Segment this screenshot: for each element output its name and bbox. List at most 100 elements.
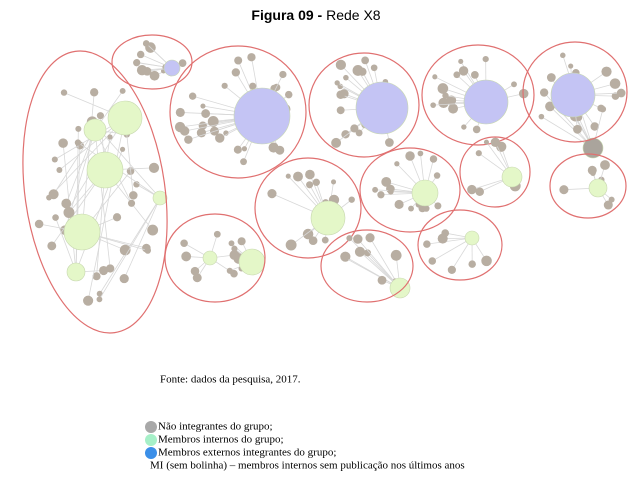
node [483, 139, 489, 145]
cluster-outline [254, 157, 362, 259]
node [74, 139, 82, 146]
hub-node [389, 277, 411, 299]
node [285, 239, 297, 251]
node [181, 251, 192, 262]
node [200, 103, 206, 109]
node [600, 160, 610, 170]
node [96, 290, 103, 297]
cluster-outline [111, 34, 193, 90]
node [180, 126, 190, 136]
cluster-outline [421, 44, 535, 146]
node [405, 151, 415, 161]
legend-text: Membros externos integrantes do grupo; [158, 447, 336, 459]
node [590, 122, 599, 131]
node [423, 240, 431, 248]
hub-node [588, 178, 608, 198]
node [434, 202, 442, 210]
node [99, 265, 109, 276]
node [302, 228, 314, 240]
hub-node [152, 190, 168, 206]
node [58, 138, 68, 148]
node [350, 124, 359, 133]
node [458, 66, 469, 76]
node [354, 246, 366, 257]
node [308, 236, 318, 246]
node [233, 145, 242, 154]
node [249, 82, 257, 90]
node [237, 237, 246, 246]
node [175, 107, 185, 117]
node [335, 59, 346, 71]
node [192, 273, 202, 283]
node [213, 230, 221, 238]
hub-node [411, 179, 439, 207]
node [321, 236, 329, 244]
node [387, 188, 394, 195]
node [63, 207, 75, 218]
node [438, 97, 449, 109]
edge [99, 197, 161, 300]
edge [87, 117, 126, 301]
node [441, 229, 450, 237]
node [560, 52, 566, 59]
node [458, 58, 464, 64]
node [34, 219, 44, 229]
node [370, 64, 378, 72]
node [446, 95, 457, 106]
node [305, 169, 315, 180]
node [346, 235, 353, 242]
node [228, 240, 235, 247]
node [188, 92, 197, 100]
node [609, 78, 621, 89]
node [51, 156, 58, 163]
node [372, 186, 379, 193]
node [361, 56, 369, 65]
node [616, 88, 626, 98]
node [363, 249, 372, 257]
edge [53, 129, 96, 195]
node [96, 112, 104, 120]
node [75, 125, 82, 132]
node [234, 56, 243, 65]
node [358, 67, 367, 76]
node [471, 70, 479, 79]
node [285, 173, 291, 179]
edge [426, 237, 473, 245]
node [268, 142, 279, 153]
hub-node [463, 79, 509, 125]
node [342, 255, 349, 262]
node [112, 213, 122, 222]
node [599, 105, 607, 113]
node [601, 66, 612, 77]
node [539, 88, 549, 97]
node [240, 158, 247, 166]
node [433, 172, 441, 179]
hub-node [501, 166, 523, 188]
node [331, 137, 342, 148]
node [467, 184, 477, 195]
node [144, 247, 152, 254]
hub-node [163, 59, 181, 77]
node [178, 59, 187, 67]
node [559, 185, 569, 195]
cluster-outline [417, 209, 503, 281]
node [119, 273, 129, 284]
node [142, 67, 152, 76]
node [83, 295, 94, 306]
node [241, 146, 248, 152]
node [312, 178, 320, 186]
node [107, 134, 113, 140]
node [336, 90, 345, 99]
hub-node [63, 213, 101, 251]
figure-label: Figura 09 - [251, 7, 322, 23]
node [336, 106, 345, 115]
hub-node [238, 248, 266, 276]
node [481, 255, 492, 267]
source-note: Fonte: dados da pesquisa, 2017. [160, 374, 301, 386]
node [511, 81, 517, 88]
node [142, 40, 150, 47]
node [590, 170, 596, 176]
hub-node [83, 118, 107, 142]
edge [349, 237, 401, 289]
